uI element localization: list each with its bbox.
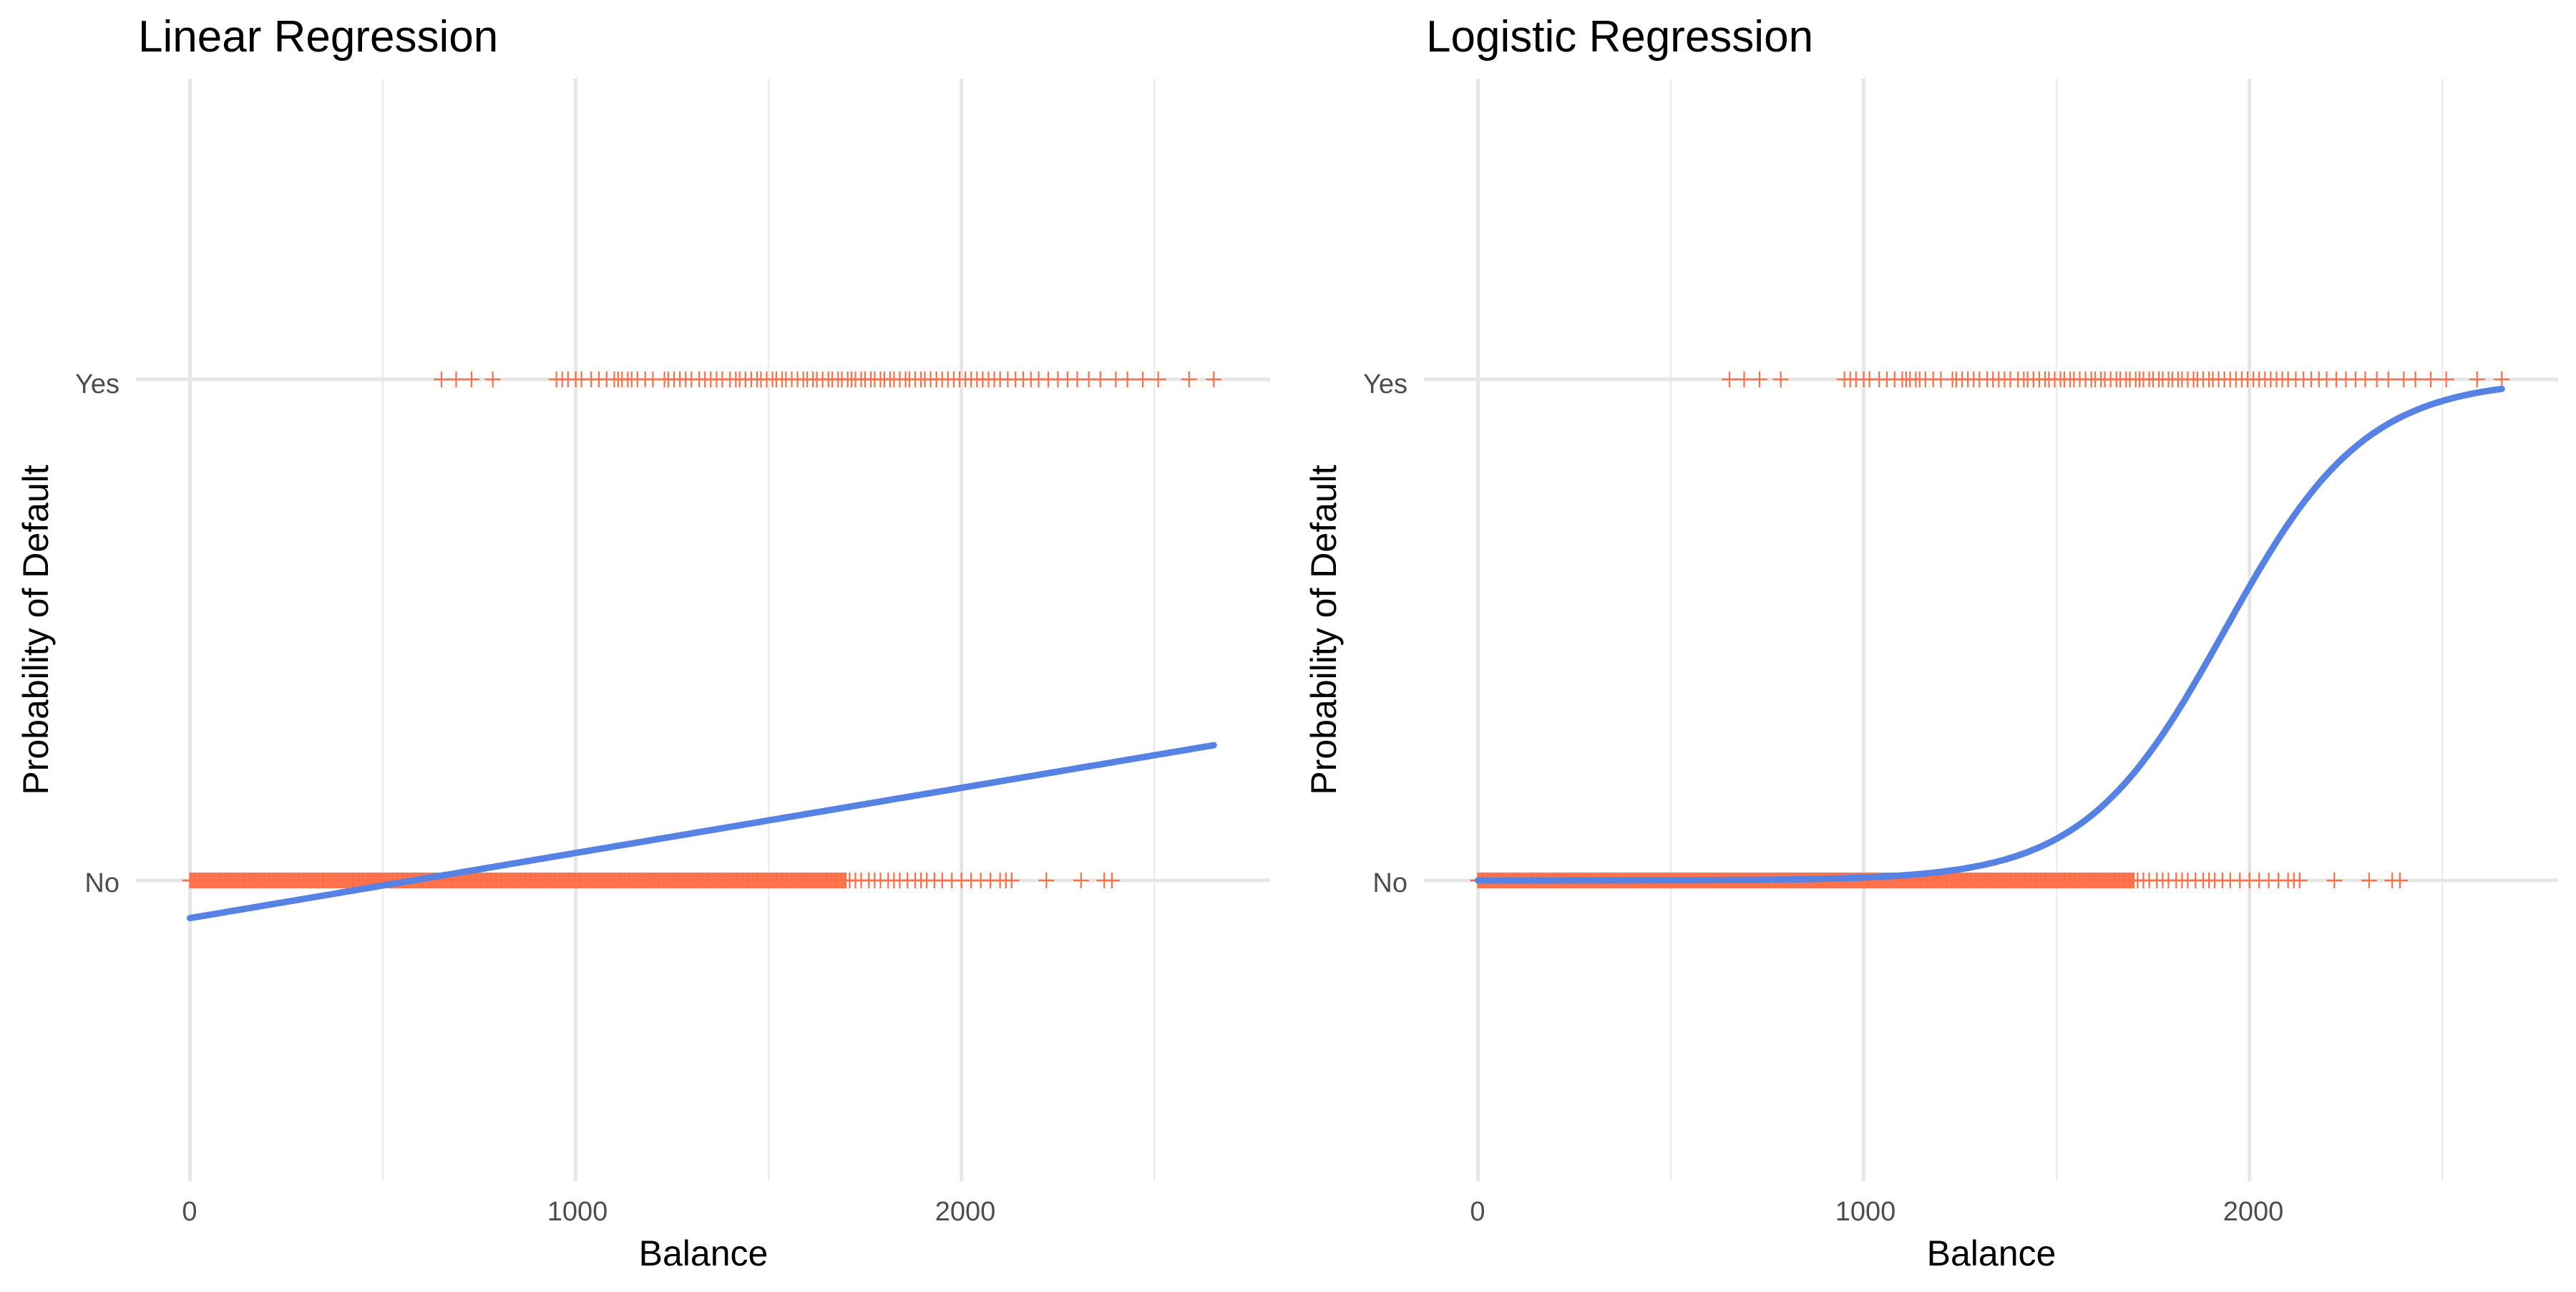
chart-title: Logistic Regression (1426, 12, 1813, 62)
point-yes (1119, 371, 1136, 387)
logistic-regression-panel: Logistic Regression Balance Probability … (1304, 12, 2558, 1273)
point-yes (1721, 371, 1737, 387)
point-yes (448, 371, 464, 387)
point-yes (1736, 371, 1752, 387)
point-yes (1135, 371, 1151, 387)
point-no (1103, 873, 1120, 888)
x-tick-label-1000: 1000 (547, 1197, 608, 1227)
point-yes (464, 371, 480, 387)
point-yes (2494, 371, 2510, 387)
point-yes (2423, 371, 2439, 387)
x-tick-label-2000: 2000 (2223, 1197, 2284, 1227)
x-axis-label: Balance (639, 1233, 769, 1273)
point-no (1003, 873, 1020, 888)
y-tick-label-no: No (84, 868, 119, 898)
point-yes (2469, 371, 2485, 387)
point-yes (1150, 371, 1166, 387)
point-yes (2407, 371, 2424, 387)
point-yes (1092, 371, 1108, 387)
point-yes (433, 371, 449, 387)
linear-regression-panel: Linear Regression Balance Probability of… (16, 12, 1270, 1273)
y-axis-label: Probability of Default (16, 465, 56, 795)
point-yes (1181, 371, 1197, 387)
point-no (2361, 873, 2377, 888)
linear-fit-line (187, 742, 1217, 922)
x-tick-label-0: 0 (182, 1197, 197, 1227)
y-tick-label-yes: Yes (1363, 369, 1407, 399)
y-tick-label-no: No (1372, 868, 1407, 898)
logistic-fit-line (1475, 385, 2505, 884)
point-no (1038, 873, 1055, 888)
point-yes (484, 371, 501, 387)
point-no (2326, 873, 2343, 888)
point-yes (2380, 371, 2396, 387)
x-axis-label: Balance (1927, 1233, 2057, 1273)
points-yes (433, 371, 1222, 387)
point-no (2391, 873, 2408, 888)
grid (136, 79, 1270, 1181)
point-no (2291, 873, 2308, 888)
point-yes (1772, 371, 1789, 387)
y-axis-label: Probability of Default (1304, 465, 1344, 795)
point-yes (1752, 371, 1768, 387)
points-yes (1721, 371, 2510, 387)
point-no (1073, 873, 1089, 888)
point-yes (1206, 371, 1222, 387)
grid (1424, 79, 2558, 1181)
point-yes (2438, 371, 2454, 387)
chart-title: Linear Regression (138, 12, 498, 62)
points-no (182, 873, 1120, 888)
x-tick-label-1000: 1000 (1835, 1197, 1896, 1227)
y-tick-label-yes: Yes (75, 369, 119, 399)
x-tick-label-2000: 2000 (935, 1197, 996, 1227)
x-tick-label-0: 0 (1470, 1197, 1485, 1227)
